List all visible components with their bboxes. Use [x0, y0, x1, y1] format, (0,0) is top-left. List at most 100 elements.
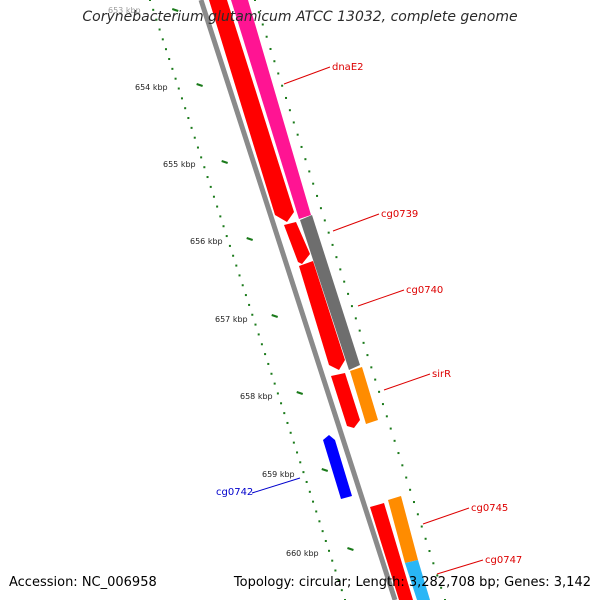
ruler-dot — [340, 589, 343, 592]
backbone-outer — [198, 0, 398, 600]
outer-dot — [277, 72, 280, 75]
ruler-major-tick — [221, 160, 228, 164]
ruler-dot — [270, 372, 273, 375]
outer-dot — [358, 329, 361, 332]
outer-dot — [292, 121, 295, 124]
leader-cg0745 — [422, 507, 470, 525]
ruler-dot — [286, 421, 289, 424]
outer-dot — [412, 501, 415, 504]
ruler-dot — [241, 284, 244, 287]
outer-dot — [257, 11, 260, 14]
ruler-dot — [206, 176, 209, 179]
outer-dot — [273, 60, 276, 63]
gene-label-cg0747: cg0747 — [485, 555, 522, 566]
ruler-label-658: 658 kbp — [240, 392, 273, 401]
ruler-dot — [305, 480, 308, 483]
outer-dot — [350, 305, 353, 308]
ruler-dot — [219, 215, 222, 218]
ruler-dot — [251, 313, 254, 316]
gene-cg0742-body — [323, 435, 352, 499]
ruler-dot — [180, 97, 183, 100]
ruler-dot — [193, 136, 196, 139]
ruler-dot — [248, 303, 251, 306]
outer-dot — [261, 23, 264, 26]
ruler-dots — [149, 0, 346, 600]
outer-dot — [366, 354, 369, 357]
gene-label-cg0739: cg0739 — [381, 209, 418, 220]
outer-dot — [347, 292, 350, 295]
outer-dot — [374, 378, 377, 381]
ruler-dot — [257, 333, 260, 336]
accession-text: Accession: NC_006958 — [9, 575, 157, 590]
outer-dot — [335, 256, 338, 259]
outer-dot — [300, 145, 303, 148]
ruler-dot — [161, 38, 164, 41]
leader-dnaE2 — [283, 66, 331, 85]
outer-dot — [370, 366, 373, 369]
ruler-dot — [296, 451, 299, 454]
outer-dot — [296, 133, 299, 136]
ruler-dot — [324, 539, 327, 542]
ruler-major-tick — [296, 391, 304, 395]
ruler-dot — [315, 510, 318, 513]
ruler-dot — [299, 461, 302, 464]
outer-dot — [254, 0, 256, 1]
outer-dot — [327, 231, 330, 234]
outer-dot — [420, 525, 423, 528]
ruler-major-tick — [171, 8, 179, 12]
outer-dot — [405, 476, 408, 479]
gene-label-cg0742: cg0742 — [216, 487, 253, 498]
ruler-dot — [232, 254, 235, 257]
outer-dot — [304, 158, 307, 161]
gene-cg0745-body — [388, 496, 418, 563]
outer-dot — [339, 268, 342, 271]
outer-dot — [319, 207, 322, 210]
gene-dnaE2-body — [231, 0, 311, 219]
ruler-dot — [280, 402, 283, 405]
ruler-dot — [337, 579, 340, 582]
ruler-dot — [187, 117, 190, 120]
outer-dot — [343, 280, 346, 283]
outer-dot — [288, 109, 291, 112]
ruler-dot — [158, 28, 161, 31]
ruler-dot — [334, 569, 337, 572]
ruler-dot — [174, 77, 177, 80]
ruler-dot — [149, 0, 151, 1]
ruler-dot — [171, 67, 174, 70]
outer-dot — [316, 194, 319, 197]
ruler-dot — [308, 490, 311, 493]
gene-cg0739-body — [300, 215, 360, 370]
ruler-label-659: 659 kbp — [262, 470, 295, 479]
ruler-dot — [184, 107, 187, 110]
ruler-dot — [212, 195, 215, 198]
outer-dot — [381, 403, 384, 406]
ruler-dot — [216, 205, 219, 208]
ruler-dot — [203, 166, 206, 169]
leader-cg0742 — [251, 477, 301, 494]
ruler-dot — [276, 392, 279, 395]
outer-dot — [428, 550, 431, 553]
ruler-dot — [177, 87, 180, 90]
outer-dot — [308, 170, 311, 173]
cds-red-1 — [209, 0, 294, 222]
cds-red-4 — [331, 373, 360, 428]
ruler-dot — [164, 48, 167, 51]
outer-dot — [397, 452, 400, 455]
ruler-dot — [196, 146, 199, 149]
ruler-dot — [200, 156, 203, 159]
ruler-dot — [190, 126, 193, 129]
ruler-ticks — [171, 8, 354, 551]
ruler-dot — [260, 343, 263, 346]
outer-dot — [440, 586, 443, 589]
cds-red-2 — [284, 222, 310, 264]
outer-dot — [409, 488, 412, 491]
ruler-dot — [168, 58, 171, 61]
outer-dots — [254, 0, 446, 600]
outer-dot — [393, 439, 396, 442]
ruler-dot — [312, 500, 315, 503]
outer-dot — [265, 35, 268, 38]
outer-dot — [312, 182, 315, 185]
leader-sirR — [383, 373, 431, 391]
ruler-label-656: 656 kbp — [190, 237, 223, 246]
